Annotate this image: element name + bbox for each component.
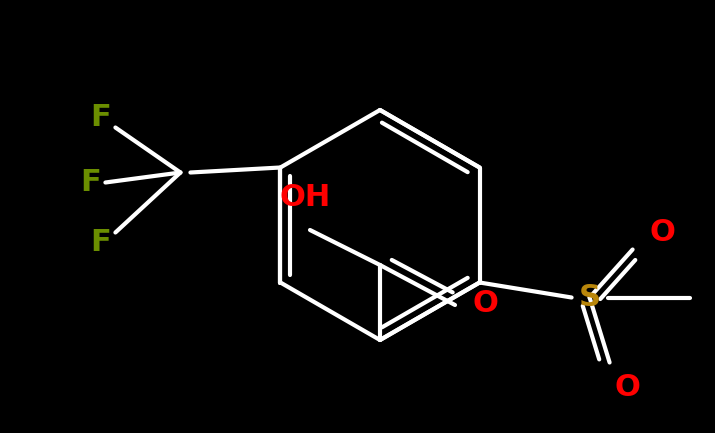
- Text: S: S: [578, 283, 601, 312]
- Text: F: F: [90, 228, 111, 257]
- Text: F: F: [90, 103, 111, 132]
- Text: O: O: [650, 218, 676, 247]
- Text: O: O: [473, 288, 499, 317]
- Text: F: F: [80, 168, 101, 197]
- Text: O: O: [615, 373, 641, 402]
- Text: OH: OH: [280, 183, 330, 212]
